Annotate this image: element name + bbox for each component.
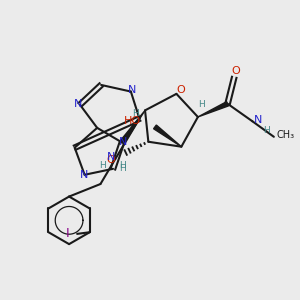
Polygon shape bbox=[198, 102, 229, 117]
Polygon shape bbox=[120, 110, 145, 144]
Text: O: O bbox=[232, 66, 240, 76]
Text: H: H bbox=[132, 109, 139, 118]
Text: N: N bbox=[107, 152, 116, 162]
Text: HO: HO bbox=[124, 116, 141, 126]
Text: O: O bbox=[176, 85, 185, 95]
Text: N: N bbox=[254, 115, 262, 124]
Text: H: H bbox=[99, 161, 106, 170]
Text: H: H bbox=[199, 100, 205, 109]
Polygon shape bbox=[154, 125, 182, 147]
Text: H: H bbox=[119, 161, 126, 170]
Text: O: O bbox=[106, 155, 115, 165]
Text: N: N bbox=[74, 99, 82, 109]
Text: I: I bbox=[65, 227, 69, 240]
Text: N: N bbox=[80, 170, 88, 180]
Text: N: N bbox=[118, 137, 127, 147]
Text: N: N bbox=[128, 85, 137, 95]
Text: H: H bbox=[263, 126, 270, 135]
Text: H: H bbox=[119, 164, 126, 173]
Text: CH₃: CH₃ bbox=[276, 130, 295, 140]
